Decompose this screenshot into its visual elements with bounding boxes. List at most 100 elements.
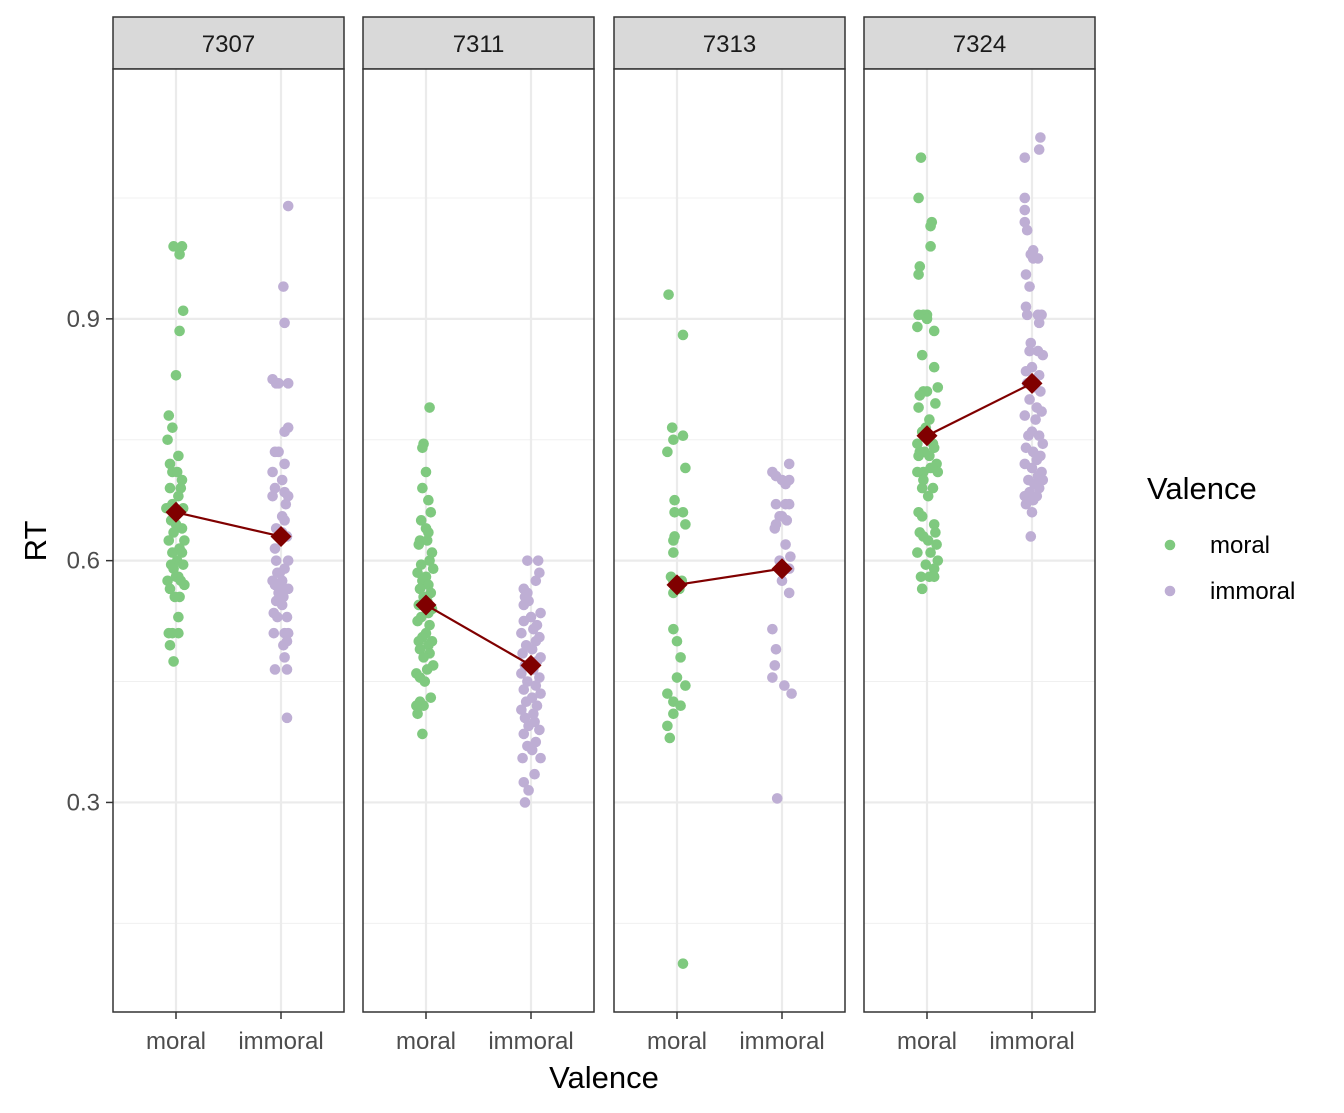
facet-panels: 7307 moral immoral 7311 moral immoral 7313 mora… [112, 16, 1096, 1055]
mean-line [926, 382, 1033, 437]
mean-diamond-immoral [1021, 372, 1043, 394]
mean-line [676, 567, 783, 586]
facet-strip-label: 7313 [703, 31, 756, 58]
moral-point [930, 527, 941, 538]
immoral-point [281, 712, 293, 724]
immoral-point [520, 696, 532, 707]
moral-point [927, 482, 939, 494]
immoral-point [780, 478, 791, 490]
moral-point [174, 249, 185, 260]
immoral-point [1037, 474, 1049, 486]
immoral-point [518, 776, 530, 788]
immoral-point [518, 615, 530, 627]
immoral-point [523, 785, 534, 796]
panel-background [363, 69, 594, 1012]
immoral-point [1019, 216, 1031, 228]
moral-point [175, 482, 187, 494]
moral-point [916, 349, 928, 361]
moral-point [171, 466, 183, 478]
immoral-point [534, 672, 545, 683]
moral-point [680, 462, 691, 474]
immoral-point [1020, 498, 1032, 510]
immoral-point [1020, 365, 1032, 377]
mean-diamond-immoral [771, 558, 793, 580]
moral-point [424, 402, 435, 413]
moral-point [179, 535, 190, 546]
immoral-point [785, 551, 796, 562]
moral-point [167, 547, 178, 558]
moral-point [418, 652, 429, 663]
immoral-point [535, 607, 546, 619]
moral-point [918, 474, 929, 486]
immoral-point [776, 575, 788, 587]
immoral-point [276, 474, 288, 486]
moral-point [671, 672, 683, 683]
moral-point [168, 563, 179, 575]
immoral-point [281, 664, 293, 675]
moral-point [412, 567, 423, 579]
moral-point [922, 490, 934, 502]
moral-point [912, 321, 923, 333]
mean-diamond-moral [415, 594, 437, 616]
moral-point [925, 241, 936, 252]
moral-point [425, 506, 437, 518]
moral-point [666, 422, 678, 433]
immoral-point [531, 700, 543, 712]
immoral-point [783, 498, 795, 510]
moral-point [680, 519, 691, 530]
immoral-point [1037, 349, 1049, 361]
moral-point [177, 305, 189, 317]
immoral-point [282, 583, 294, 595]
moral-point [932, 466, 944, 478]
moral-point [930, 398, 941, 409]
immoral-point [1021, 309, 1033, 321]
immoral-point [1033, 317, 1045, 329]
panel-background [864, 69, 1095, 1012]
immoral-point [530, 680, 542, 691]
immoral-point [519, 797, 531, 808]
immoral-point [279, 317, 290, 329]
immoral-point [518, 684, 530, 695]
legend-label-moral: moral [1210, 532, 1270, 559]
moral-point [176, 547, 188, 558]
immoral-point [517, 752, 528, 764]
immoral-point [278, 639, 289, 651]
moral-point [677, 506, 689, 518]
immoral-point [779, 680, 790, 691]
mean-line [175, 511, 282, 538]
moral-point [912, 466, 923, 478]
immoral-point [267, 466, 278, 478]
immoral-point [1033, 144, 1045, 155]
moral-point [423, 494, 434, 506]
facet-strip-label: 7307 [202, 31, 255, 58]
immoral-point [1019, 204, 1031, 216]
moral-point [915, 571, 927, 583]
moral-point [173, 611, 184, 623]
immoral-point [282, 378, 294, 389]
x-tick-label: immoral [989, 1028, 1074, 1055]
legend-label-immoral: immoral [1210, 578, 1295, 605]
moral-point [424, 619, 435, 631]
immoral-point [279, 426, 290, 437]
moral-point [415, 559, 427, 570]
moral-point [162, 575, 173, 587]
panel-border [863, 68, 1096, 1013]
moral-point [669, 494, 680, 506]
immoral-point [270, 378, 282, 389]
moral-point [913, 450, 924, 462]
moral-point [675, 700, 686, 712]
immoral-point [516, 668, 527, 679]
immoral-point [783, 458, 795, 470]
legend-title: Valence [1147, 471, 1257, 506]
moral-point [427, 563, 439, 575]
moral-point [421, 664, 433, 675]
moral-point [426, 547, 438, 558]
moral-point [420, 466, 432, 478]
moral-point [424, 555, 435, 566]
moral-point [918, 531, 929, 542]
immoral-point [530, 635, 542, 647]
immoral-point [1026, 506, 1038, 518]
moral-point [932, 382, 944, 393]
panel-border [112, 68, 345, 1013]
moral-point [916, 482, 928, 494]
